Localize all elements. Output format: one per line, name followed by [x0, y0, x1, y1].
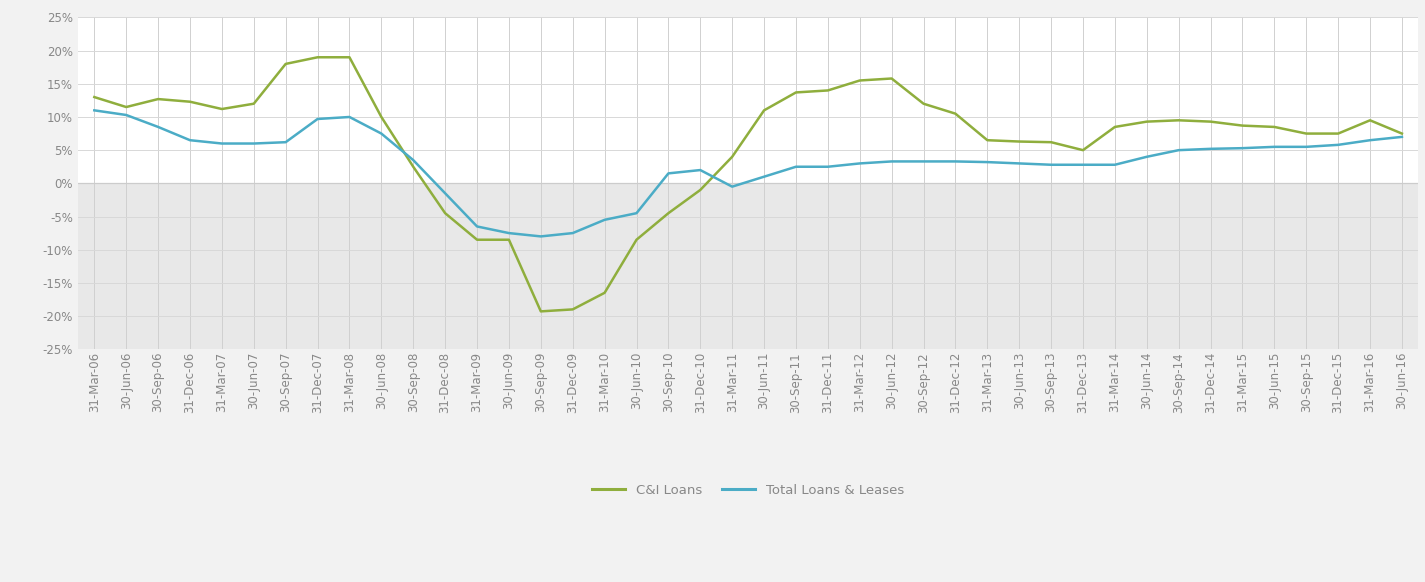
- C&I Loans: [884, 75, 901, 82]
- Total Loans & Leases: [405, 157, 422, 164]
- C&I Loans: [1330, 130, 1347, 137]
- C&I Loans: [788, 89, 805, 96]
- Total Loans & Leases: [181, 137, 198, 144]
- C&I Loans: [214, 105, 231, 112]
- Total Loans & Leases: [1234, 145, 1251, 152]
- C&I Loans: [86, 94, 103, 101]
- C&I Loans: [691, 186, 708, 193]
- C&I Loans: [1394, 130, 1411, 137]
- C&I Loans: [341, 54, 358, 61]
- Line: C&I Loans: C&I Loans: [94, 57, 1402, 311]
- C&I Loans: [150, 95, 167, 102]
- C&I Loans: [564, 306, 581, 313]
- Total Loans & Leases: [660, 170, 677, 177]
- C&I Loans: [628, 236, 646, 243]
- Total Loans & Leases: [1330, 141, 1347, 148]
- Total Loans & Leases: [979, 159, 996, 166]
- Total Loans & Leases: [500, 230, 517, 237]
- C&I Loans: [915, 100, 932, 107]
- C&I Loans: [1265, 123, 1282, 130]
- Total Loans & Leases: [788, 164, 805, 171]
- Total Loans & Leases: [691, 166, 708, 173]
- Total Loans & Leases: [1203, 146, 1220, 152]
- Total Loans & Leases: [946, 158, 963, 165]
- C&I Loans: [500, 236, 517, 243]
- Total Loans & Leases: [1394, 133, 1411, 140]
- C&I Loans: [1010, 138, 1027, 145]
- Total Loans & Leases: [819, 164, 836, 171]
- C&I Loans: [596, 289, 613, 296]
- Total Loans & Leases: [86, 107, 103, 114]
- C&I Loans: [436, 210, 453, 217]
- Total Loans & Leases: [341, 113, 358, 120]
- Total Loans & Leases: [533, 233, 550, 240]
- Total Loans & Leases: [1106, 161, 1123, 168]
- Total Loans & Leases: [724, 183, 741, 190]
- Total Loans & Leases: [1074, 161, 1092, 168]
- Total Loans & Leases: [564, 230, 581, 237]
- C&I Loans: [309, 54, 326, 61]
- Total Loans & Leases: [628, 210, 646, 217]
- C&I Loans: [245, 100, 262, 107]
- C&I Loans: [1139, 118, 1156, 125]
- C&I Loans: [851, 77, 868, 84]
- C&I Loans: [533, 308, 550, 315]
- Total Loans & Leases: [1139, 153, 1156, 160]
- Total Loans & Leases: [1298, 143, 1315, 150]
- C&I Loans: [405, 164, 422, 171]
- Total Loans & Leases: [1265, 143, 1282, 150]
- Total Loans & Leases: [755, 173, 772, 180]
- Total Loans & Leases: [1170, 147, 1187, 154]
- Total Loans & Leases: [1043, 161, 1060, 168]
- Total Loans & Leases: [915, 158, 932, 165]
- C&I Loans: [1298, 130, 1315, 137]
- Total Loans & Leases: [1010, 160, 1027, 167]
- C&I Loans: [1074, 147, 1092, 154]
- C&I Loans: [373, 113, 390, 120]
- Total Loans & Leases: [118, 112, 135, 119]
- C&I Loans: [1106, 123, 1123, 130]
- Line: Total Loans & Leases: Total Loans & Leases: [94, 111, 1402, 236]
- Total Loans & Leases: [150, 123, 167, 130]
- Total Loans & Leases: [276, 139, 294, 146]
- C&I Loans: [724, 153, 741, 160]
- C&I Loans: [755, 107, 772, 114]
- C&I Loans: [1170, 117, 1187, 124]
- C&I Loans: [469, 236, 486, 243]
- C&I Loans: [276, 61, 294, 68]
- C&I Loans: [1234, 122, 1251, 129]
- Total Loans & Leases: [1361, 137, 1378, 144]
- Bar: [78, 183, 1418, 349]
- C&I Loans: [1361, 117, 1378, 124]
- C&I Loans: [660, 210, 677, 217]
- Legend: C&I Loans, Total Loans & Leases: C&I Loans, Total Loans & Leases: [587, 478, 909, 502]
- Total Loans & Leases: [436, 190, 453, 197]
- C&I Loans: [181, 98, 198, 105]
- C&I Loans: [118, 104, 135, 111]
- Total Loans & Leases: [851, 160, 868, 167]
- Total Loans & Leases: [373, 130, 390, 137]
- Total Loans & Leases: [309, 115, 326, 122]
- Total Loans & Leases: [469, 223, 486, 230]
- Total Loans & Leases: [245, 140, 262, 147]
- C&I Loans: [819, 87, 836, 94]
- Total Loans & Leases: [884, 158, 901, 165]
- Total Loans & Leases: [214, 140, 231, 147]
- Total Loans & Leases: [596, 217, 613, 223]
- C&I Loans: [946, 110, 963, 117]
- C&I Loans: [979, 137, 996, 144]
- C&I Loans: [1203, 118, 1220, 125]
- C&I Loans: [1043, 139, 1060, 146]
